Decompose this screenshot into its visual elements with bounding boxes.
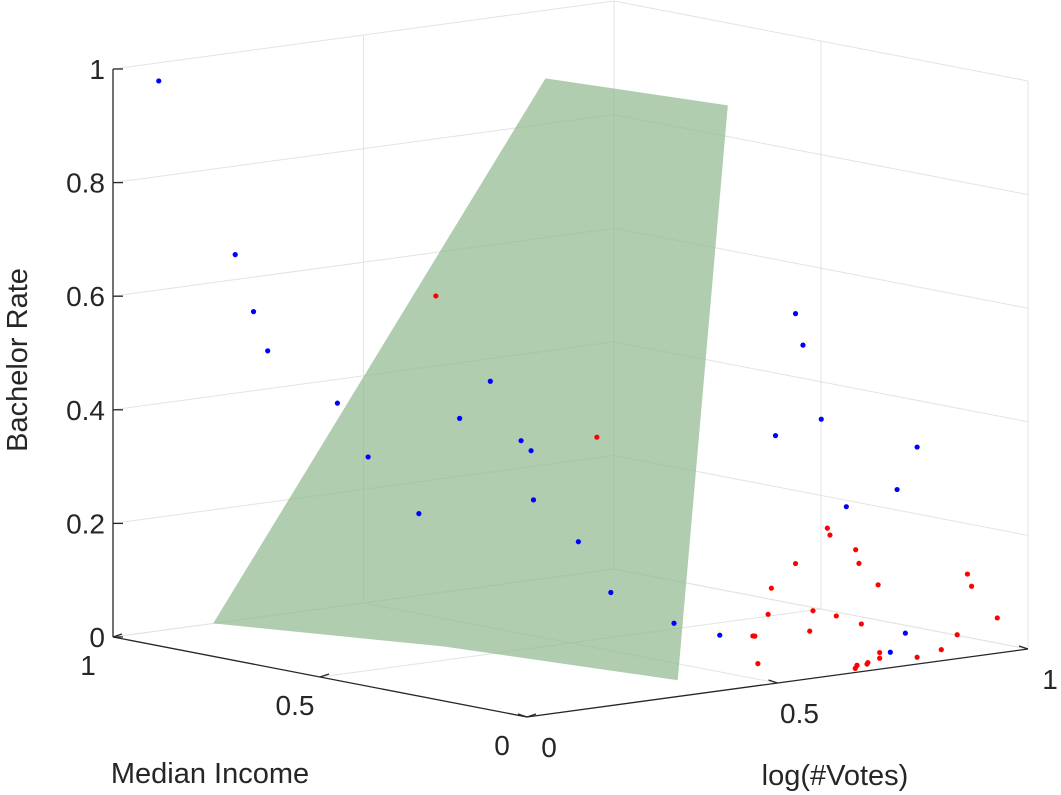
blue-data-point	[800, 342, 806, 348]
z-tick-label: 0.6	[66, 281, 105, 312]
blue-data-point	[250, 309, 257, 315]
red-data-point	[968, 583, 975, 589]
x-tick-label: 1	[80, 650, 96, 681]
x-tick	[319, 673, 330, 678]
x-tick-label: 0	[494, 730, 510, 761]
blue-data-point	[671, 620, 677, 626]
blue-data-point	[518, 438, 524, 444]
blue-data-point	[334, 400, 340, 406]
z-axis-label: Bachelor Rate	[2, 268, 34, 452]
blue-data-point	[487, 378, 493, 384]
z-tick-label: 0	[89, 622, 105, 653]
red-data-point	[877, 655, 883, 661]
red-data-point	[755, 661, 761, 667]
red-data-point	[853, 547, 859, 553]
blue-data-point	[265, 348, 271, 354]
blue-data-point	[530, 497, 537, 503]
red-data-point	[433, 293, 439, 299]
red-data-point	[768, 585, 774, 591]
x-tick	[526, 713, 537, 718]
x-tick	[112, 633, 123, 638]
z-tick-label: 0.4	[66, 395, 105, 426]
y-tick-label: 0.5	[780, 698, 819, 729]
y-axis-label: log(#Votes)	[762, 760, 909, 792]
data-points	[156, 78, 1000, 671]
blue-data-point	[894, 486, 900, 493]
blue-data-point	[792, 311, 799, 317]
red-data-point	[858, 621, 864, 627]
red-data-point	[875, 582, 881, 588]
red-data-point	[964, 571, 971, 577]
blue-data-point	[457, 415, 463, 421]
red-data-point	[765, 611, 771, 617]
blue-data-point	[416, 511, 422, 517]
y-tick-label: 0	[541, 732, 557, 763]
z-tick-label: 0.8	[66, 168, 105, 199]
blue-data-point	[717, 632, 723, 638]
red-data-point	[752, 633, 758, 639]
red-data-point	[865, 659, 871, 666]
y-tick	[768, 679, 778, 684]
blue-data-point	[608, 589, 614, 596]
red-data-point	[938, 647, 944, 653]
y-tick	[1018, 645, 1029, 650]
blue-data-point	[156, 78, 162, 84]
blue-data-point	[528, 448, 534, 454]
blue-data-point	[843, 504, 849, 510]
z-tick-label: 1	[89, 54, 105, 85]
surface-polygon	[213, 78, 728, 681]
x-tick-label: 0.5	[276, 690, 315, 721]
blue-data-point	[365, 454, 371, 460]
red-data-point	[792, 560, 799, 567]
red-data-point	[994, 615, 1000, 621]
red-data-point	[852, 665, 858, 671]
blue-data-point	[914, 444, 920, 450]
blue-data-point	[575, 539, 581, 545]
red-data-point	[833, 613, 839, 619]
y-tick	[517, 713, 528, 718]
red-data-point	[877, 649, 883, 656]
red-data-point	[810, 608, 816, 614]
regression-surface	[213, 78, 728, 681]
red-data-point	[807, 628, 813, 634]
x-axis-label: Median Income	[111, 758, 309, 790]
red-data-point	[856, 560, 862, 566]
blue-data-point	[887, 649, 893, 655]
red-data-point	[914, 654, 920, 660]
red-data-point	[954, 632, 960, 638]
red-data-point	[827, 532, 833, 538]
blue-data-point	[772, 433, 779, 439]
red-data-point	[824, 525, 830, 531]
blue-data-point	[232, 252, 238, 258]
blue-data-point	[818, 416, 824, 422]
y-tick-label: 1	[1042, 664, 1058, 695]
axes	[112, 68, 1029, 718]
blue-data-point	[902, 630, 908, 636]
z-tick-label: 0.2	[66, 508, 105, 539]
red-data-point	[594, 434, 600, 440]
